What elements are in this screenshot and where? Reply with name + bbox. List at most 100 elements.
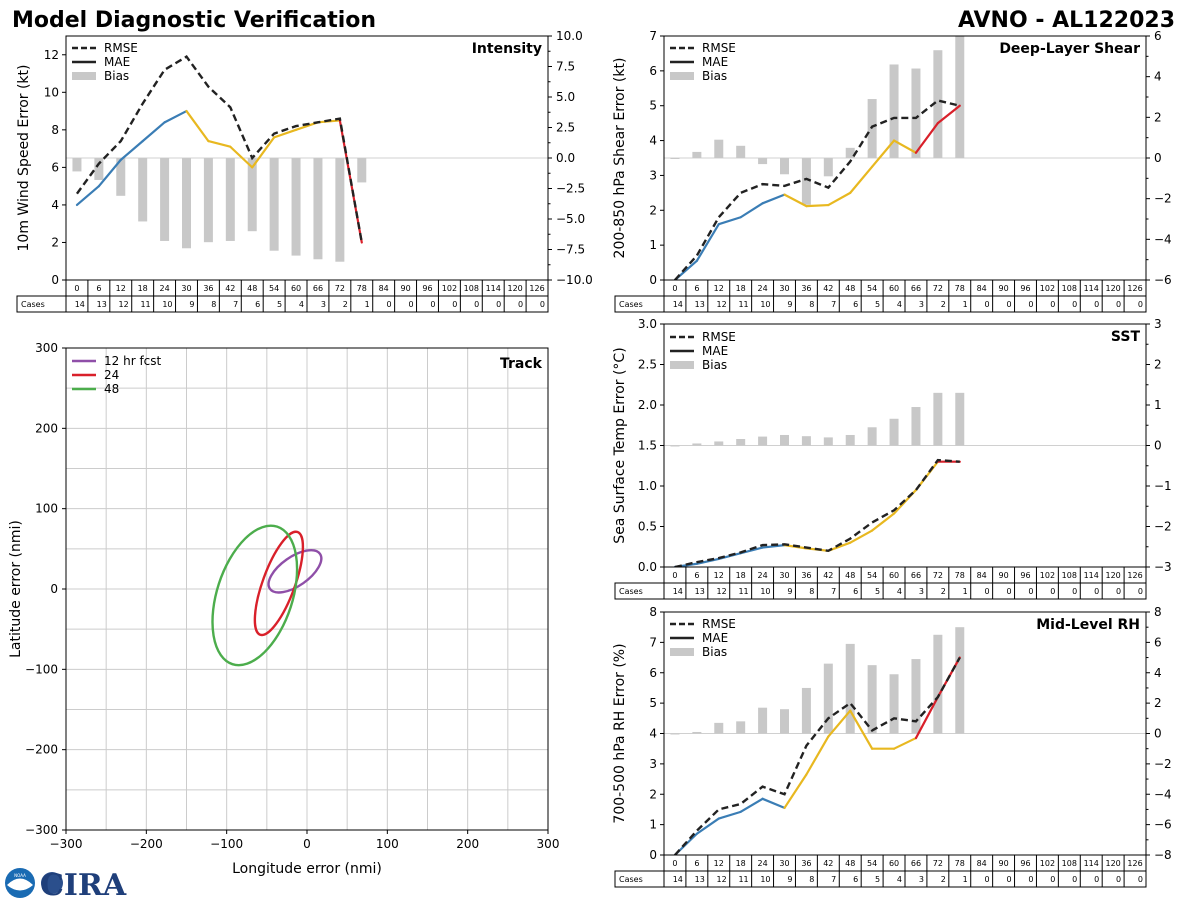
intensity-hour-cell: 84 — [379, 284, 389, 293]
rh-hour-cell: 24 — [757, 859, 767, 868]
sst-hour-cell: 12 — [714, 571, 724, 580]
rh-hour-cell: 6 — [694, 859, 699, 868]
shear-ytick-label: 3 — [649, 168, 657, 182]
rh-cases-cell: 0 — [1072, 875, 1077, 884]
intensity-hour-cell: 12 — [116, 284, 126, 293]
track-panel-title: Track — [500, 356, 543, 372]
sst-cases-cell: 0 — [1006, 587, 1011, 596]
rh-mae-segment — [783, 773, 808, 810]
shear-bias-bar — [780, 158, 789, 175]
rh-cases-label: Cases — [619, 875, 643, 884]
sst-cases-cell: 0 — [1050, 587, 1055, 596]
sst-cases-cell: 0 — [1028, 587, 1033, 596]
rh-ytick-label: 2 — [649, 787, 657, 801]
intensity-bias-bar — [72, 158, 82, 172]
intensity-bias-bar — [357, 158, 367, 183]
sst-bias-bar — [823, 437, 833, 446]
shear-bias-bar — [801, 158, 811, 205]
shear-hour-cell: 48 — [845, 284, 855, 293]
sst-legend-bias-swatch — [670, 361, 694, 369]
intensity-hour-cell: 102 — [442, 284, 457, 293]
intensity-legend-bias-swatch — [72, 72, 96, 80]
intensity-hour-cell: 54 — [269, 284, 279, 293]
rh-legend-bias-label: Bias — [702, 645, 727, 659]
rh-cases-cell: 1 — [963, 875, 968, 884]
rh-mae-segment — [717, 810, 742, 820]
rh-cases-cell: 13 — [695, 875, 705, 884]
sst-bias-bar — [692, 443, 702, 446]
shear-mae-segment — [761, 193, 786, 205]
intensity-ylabel: 10m Wind Speed Error (kt) — [16, 65, 32, 252]
shear-hour-cell: 36 — [801, 284, 811, 293]
track-ytick-label: 100 — [35, 502, 58, 516]
cira-text: CIRA — [40, 868, 127, 900]
shear-ytick-label: 1 — [649, 238, 657, 252]
rh-hour-cell: 108 — [1062, 859, 1077, 868]
track-xtick-label: 300 — [537, 837, 560, 851]
rh-hour-cell: 18 — [736, 859, 746, 868]
sst-cases-cell: 9 — [787, 587, 792, 596]
track-xtick-label: −300 — [50, 837, 83, 851]
rh-ytick-label: 8 — [649, 605, 657, 619]
sst-bias-bar — [736, 439, 746, 446]
rh-cases-cell: 9 — [787, 875, 792, 884]
intensity-cases-cell: 9 — [189, 300, 194, 309]
rh-hour-cell: 54 — [867, 859, 877, 868]
intensity-cases-cell: 0 — [430, 300, 435, 309]
intensity-mae-segment — [75, 185, 100, 207]
rh-legend-mae-label: MAE — [702, 631, 728, 645]
rh-cases-cell: 2 — [941, 875, 946, 884]
rh-cases-row — [614, 870, 1147, 888]
rh-mae-segment — [761, 797, 786, 810]
rh-y2tick-label: 6 — [1154, 635, 1162, 649]
sst-y2tick-label: −2 — [1154, 520, 1172, 534]
intensity-bias-bar — [203, 158, 213, 243]
sst-hour-cell: 90 — [998, 571, 1008, 580]
shear-cases-cell: 4 — [897, 300, 902, 309]
shear-hour-cell: 6 — [694, 284, 699, 293]
intensity-bias-bar — [269, 158, 279, 251]
shear-cases-cell: 7 — [831, 300, 836, 309]
sst-cases-cell: 0 — [985, 587, 990, 596]
intensity-cases-cell: 8 — [211, 300, 216, 309]
rh-bias-bar — [736, 721, 746, 734]
rh-panel-title: Mid-Level RH — [1036, 617, 1140, 633]
rh-hour-cell: 120 — [1105, 859, 1120, 868]
shear-cases-cell: 0 — [1006, 300, 1011, 309]
shear-legend-bias-swatch — [670, 72, 694, 80]
rh-mae-segment — [914, 695, 939, 740]
track-xtick-label: 200 — [456, 837, 479, 851]
sst-bias-bar — [911, 407, 921, 446]
rh-ytick-label: 6 — [649, 666, 657, 680]
rh-hour-cell: 30 — [779, 859, 789, 868]
sst-hour-cell: 84 — [977, 571, 987, 580]
intensity-legend-rmse-label: RMSE — [104, 41, 138, 55]
rh-legend-rmse-label: RMSE — [702, 617, 736, 631]
intensity-mae-segment — [119, 140, 144, 161]
intensity-bias-bar — [335, 158, 345, 262]
shear-cases-cell: 12 — [717, 300, 727, 309]
sst-legend-rmse-label: RMSE — [702, 330, 736, 344]
intensity-y2tick-label: 0.0 — [556, 151, 575, 165]
intensity-cases-cell: 5 — [277, 300, 282, 309]
track-ytick-label: 0 — [50, 582, 58, 596]
intensity-mae-segment — [163, 109, 188, 124]
rh-hour-cell: 84 — [977, 859, 987, 868]
intensity-cases-cell: 14 — [75, 300, 85, 309]
rh-bias-bar — [911, 659, 921, 734]
sst-mae-segment — [871, 512, 896, 532]
sst-y2tick-label: 1 — [1154, 398, 1162, 412]
sst-bias-bar — [714, 441, 724, 446]
sst-hour-cell: 66 — [911, 571, 921, 580]
rh-hour-cell: 60 — [889, 859, 899, 868]
sst-hour-cell: 0 — [672, 571, 677, 580]
intensity-ytick-label: 6 — [51, 160, 59, 174]
rh-hour-cell: 102 — [1040, 859, 1055, 868]
intensity-cases-cell: 2 — [343, 300, 348, 309]
sst-cases-cell: 2 — [941, 587, 946, 596]
shear-y2tick-label: 4 — [1154, 70, 1162, 84]
intensity-ytick-label: 10 — [44, 85, 59, 99]
intensity-bias-bar — [138, 158, 148, 222]
